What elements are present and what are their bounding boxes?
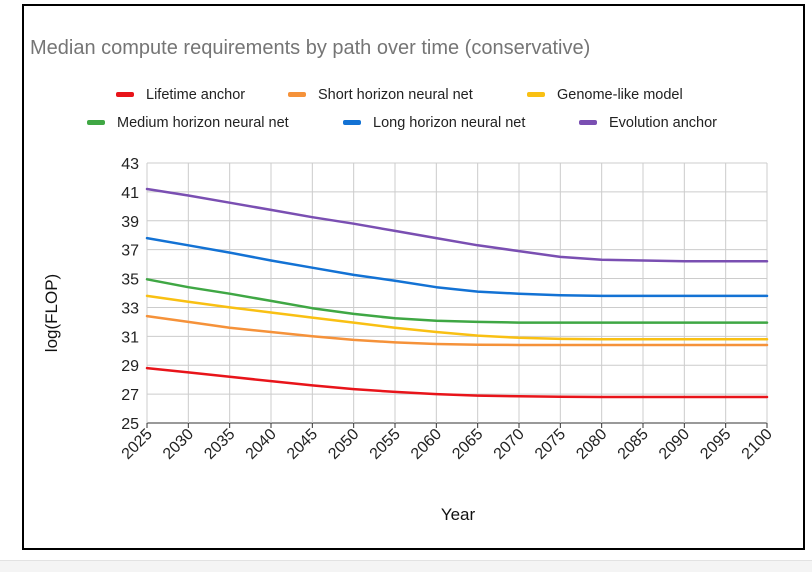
chart-frame bbox=[22, 4, 805, 550]
x-tick-label: 2095 bbox=[697, 426, 734, 463]
legend-label: Short horizon neural net bbox=[318, 87, 473, 103]
x-tick-label: 2090 bbox=[656, 426, 693, 463]
legend-label: Long horizon neural net bbox=[373, 115, 526, 131]
x-tick-label: 2100 bbox=[739, 426, 776, 463]
legend-swatch bbox=[288, 91, 306, 97]
y-axis-title: log(FLOP) bbox=[42, 273, 61, 353]
y-tick-label: 41 bbox=[121, 185, 139, 202]
y-tick-label: 39 bbox=[121, 214, 139, 231]
x-tick-label: 2030 bbox=[160, 426, 197, 463]
legend-swatch bbox=[116, 91, 134, 97]
legend-swatch bbox=[343, 119, 361, 125]
x-tick-label: 2080 bbox=[573, 426, 610, 463]
x-tick-label: 2070 bbox=[491, 426, 528, 463]
y-tick-label: 35 bbox=[121, 272, 139, 289]
legend-swatch bbox=[527, 91, 545, 97]
series-line-short-horizon-neural-net bbox=[145, 314, 769, 347]
legend-item-short-horizon: Short horizon neural net bbox=[288, 87, 473, 103]
legend-item-lifetime-anchor: Lifetime anchor bbox=[116, 87, 245, 103]
y-tick-label: 43 bbox=[121, 156, 139, 173]
x-tick-label: 2075 bbox=[532, 426, 569, 463]
chart-title: Median compute requirements by path over… bbox=[30, 37, 591, 59]
y-tick-label: 27 bbox=[121, 387, 139, 404]
x-tick-label: 2040 bbox=[243, 426, 280, 463]
x-tick-label: 2035 bbox=[201, 426, 238, 463]
y-tick-label: 37 bbox=[121, 243, 139, 260]
x-tick-label: 2085 bbox=[615, 426, 652, 463]
legend-label: Genome-like model bbox=[557, 87, 683, 103]
series-line-evolution-anchor bbox=[145, 187, 769, 263]
y-tick-label: 29 bbox=[121, 358, 139, 375]
bottom-strip bbox=[0, 560, 812, 572]
y-tick-label: 25 bbox=[121, 416, 139, 433]
x-axis-title: Year bbox=[440, 505, 476, 524]
x-tick-label: 2055 bbox=[367, 426, 404, 463]
x-tick-label: 2050 bbox=[325, 426, 362, 463]
legend-item-genome-like: Genome-like model bbox=[527, 87, 683, 103]
y-tick-label: 33 bbox=[121, 300, 139, 317]
legend-swatch bbox=[87, 119, 105, 125]
legend-item-medium-horizon: Medium horizon neural net bbox=[87, 115, 289, 131]
legend-item-evolution-anchor: Evolution anchor bbox=[579, 115, 717, 131]
legend-label: Medium horizon neural net bbox=[117, 115, 289, 131]
legend-label: Lifetime anchor bbox=[146, 87, 246, 103]
legend-swatch bbox=[579, 119, 597, 125]
series-line-medium-horizon-neural-net bbox=[145, 278, 769, 324]
x-tick-label: 2045 bbox=[284, 426, 321, 463]
x-tick-label: 2060 bbox=[408, 426, 445, 463]
series-line-lifetime-anchor bbox=[145, 366, 769, 399]
y-tick-label: 31 bbox=[121, 329, 139, 346]
x-tick-label: 2065 bbox=[449, 426, 486, 463]
series-line-genome-like-model bbox=[145, 294, 769, 341]
legend-label: Evolution anchor bbox=[609, 115, 718, 131]
series-line-long-horizon-neural-net bbox=[145, 236, 769, 298]
legend-item-long-horizon: Long horizon neural net bbox=[343, 115, 525, 131]
